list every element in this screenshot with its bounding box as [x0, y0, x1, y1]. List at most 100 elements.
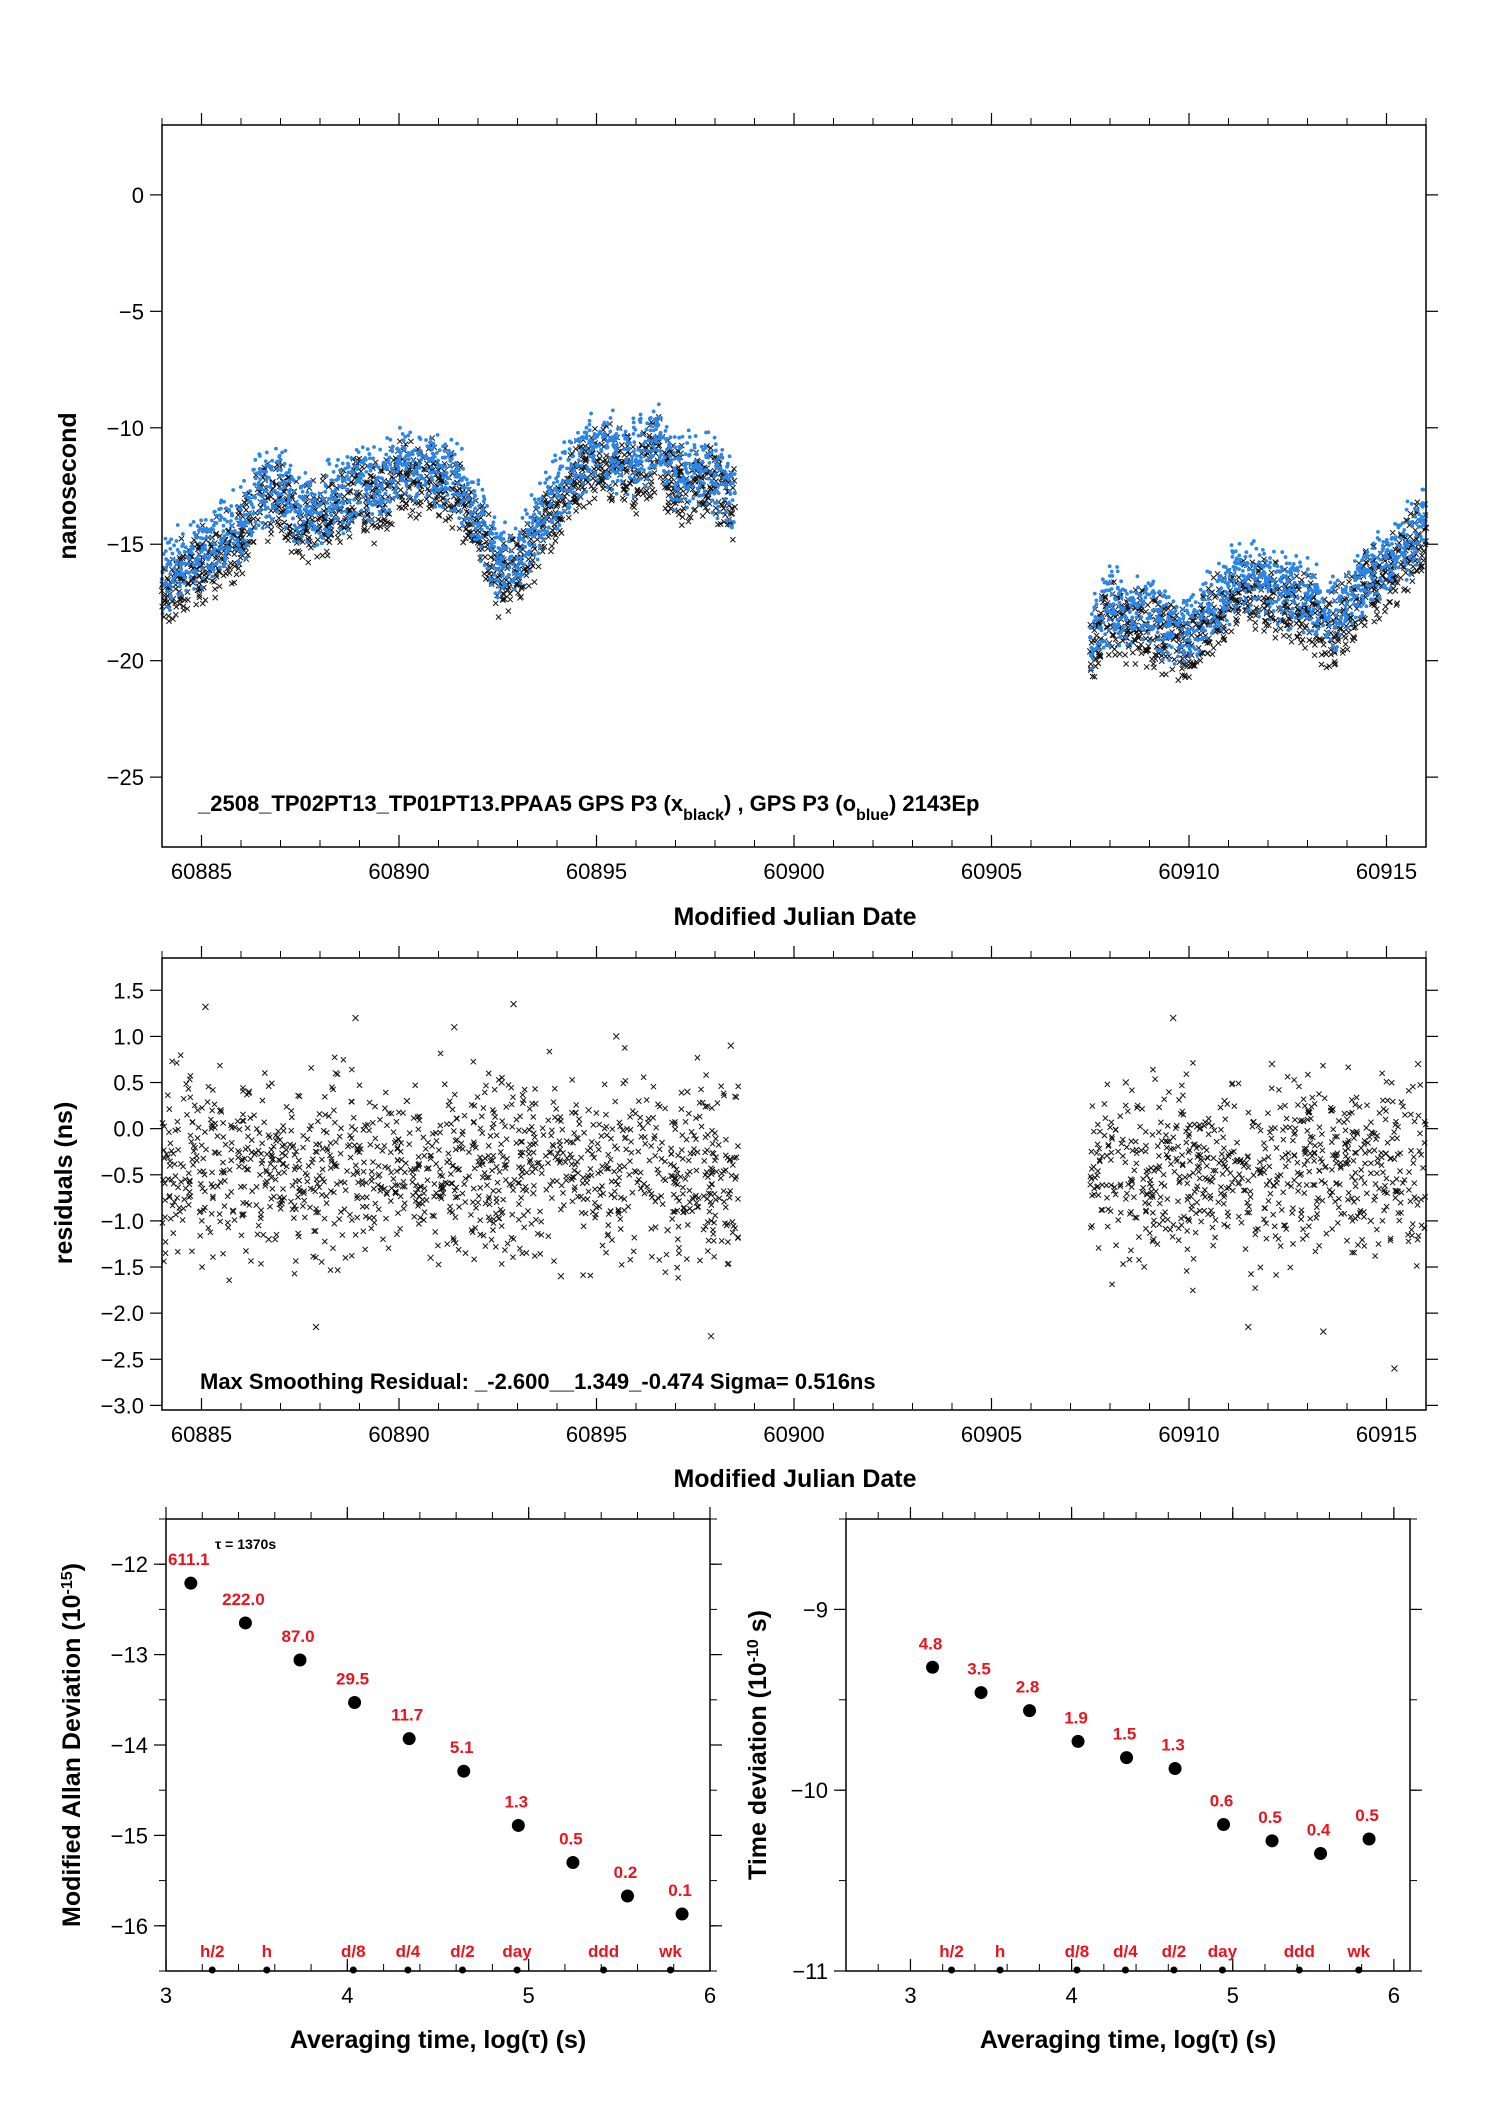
blue-o-point [580, 491, 585, 496]
blue-o-point [176, 571, 181, 576]
blue-o-point [1109, 587, 1114, 591]
black-x-point [728, 510, 735, 517]
black-x-point [679, 514, 686, 521]
black-x-point [361, 525, 368, 532]
black-x-point [677, 469, 684, 476]
black-x-point [337, 539, 344, 546]
black-x-point [421, 466, 428, 473]
black-x-point [341, 524, 348, 531]
blue-o-point [1120, 608, 1125, 613]
black-x-point [388, 521, 395, 528]
black-x-point [1123, 660, 1130, 667]
blue-o-point [1228, 599, 1233, 604]
black-x-point [1280, 632, 1287, 639]
blue-o-point [312, 544, 317, 549]
blue-o-point [327, 525, 332, 530]
blue-o-point [522, 562, 527, 567]
blue-o-point [390, 444, 395, 449]
blue-o-point [163, 536, 168, 541]
blue-o-point [260, 494, 264, 499]
blue-o-point [525, 512, 529, 516]
black-x-point [731, 503, 739, 511]
black-x-point [442, 517, 449, 524]
blue-o-point [1130, 615, 1135, 620]
blue-o-point [402, 456, 407, 461]
blue-o-point [374, 463, 379, 468]
blue-o-point [532, 532, 537, 537]
blue-o-point [354, 490, 359, 494]
blue-o-point [203, 554, 208, 558]
blue-o-point [1096, 641, 1101, 646]
blue-o-point [341, 531, 346, 536]
blue-o-point [550, 520, 555, 525]
blue-o-point [585, 465, 590, 470]
blue-o-point [732, 472, 737, 476]
blue-o-point [538, 517, 542, 522]
blue-o-point [218, 506, 223, 511]
blue-o-point [258, 486, 263, 491]
blue-o-point [325, 509, 329, 514]
blue-o-point [521, 544, 525, 549]
blue-o-point [1223, 571, 1228, 576]
blue-o-point [587, 477, 591, 482]
blue-o-point [713, 442, 718, 447]
blue-o-point [651, 454, 655, 458]
blue-o-point [1284, 575, 1289, 579]
blue-o-point [656, 415, 661, 420]
blue-o-point [386, 459, 391, 463]
blue-o-point [683, 496, 688, 501]
blue-o-point [383, 491, 388, 496]
blue-o-point [1285, 597, 1289, 602]
blue-o-point [635, 462, 639, 466]
black-x-point [518, 593, 524, 600]
blue-o-point [372, 445, 376, 449]
blue-o-point [664, 425, 669, 429]
blue-o-point [1345, 625, 1350, 630]
black-x-point [319, 552, 326, 559]
blue-o-point [620, 479, 625, 484]
blue-o-point [614, 451, 619, 456]
blue-o-point [686, 428, 691, 433]
black-x-point [216, 583, 223, 590]
blue-o-point [274, 446, 278, 451]
blue-o-point [203, 543, 207, 548]
blue-o-point [680, 434, 685, 439]
blue-o-point [448, 459, 453, 463]
blue-o-point [1186, 628, 1192, 633]
black-x-point [326, 539, 333, 546]
blue-o-point [205, 527, 209, 532]
blue-o-point [480, 487, 485, 492]
blue-o-point [175, 547, 180, 552]
blue-o-point [197, 562, 202, 566]
black-x-point [172, 600, 179, 607]
blue-o-point [180, 532, 185, 536]
blue-o-point [1344, 600, 1350, 605]
black-x-point [403, 500, 410, 507]
blue-o-point [472, 489, 477, 494]
black-x-point [608, 491, 615, 498]
blue-o-point [1360, 610, 1365, 615]
blue-o-point [538, 535, 543, 539]
blue-o-point [416, 485, 421, 489]
blue-o-point [590, 444, 595, 449]
blue-o-point [304, 508, 309, 513]
blue-o-point [170, 578, 175, 583]
blue-o-point [1238, 596, 1243, 601]
blue-o-point [1173, 608, 1178, 613]
blue-o-point [448, 464, 453, 468]
black-x-point [1252, 619, 1259, 626]
blue-o-point [1225, 606, 1230, 611]
black-x-point [1143, 663, 1150, 670]
blue-o-point [357, 476, 362, 482]
blue-o-point [712, 491, 717, 496]
blue-o-point [229, 523, 234, 528]
blue-o-point [1177, 650, 1181, 654]
blue-o-point [560, 478, 565, 483]
black-x-point [621, 451, 628, 458]
black-x-point [239, 570, 246, 577]
blue-o-point [203, 518, 208, 522]
blue-o-point [388, 437, 393, 442]
blue-o-point [312, 510, 317, 514]
blue-o-point [1345, 614, 1350, 619]
black-x-point [542, 508, 549, 515]
